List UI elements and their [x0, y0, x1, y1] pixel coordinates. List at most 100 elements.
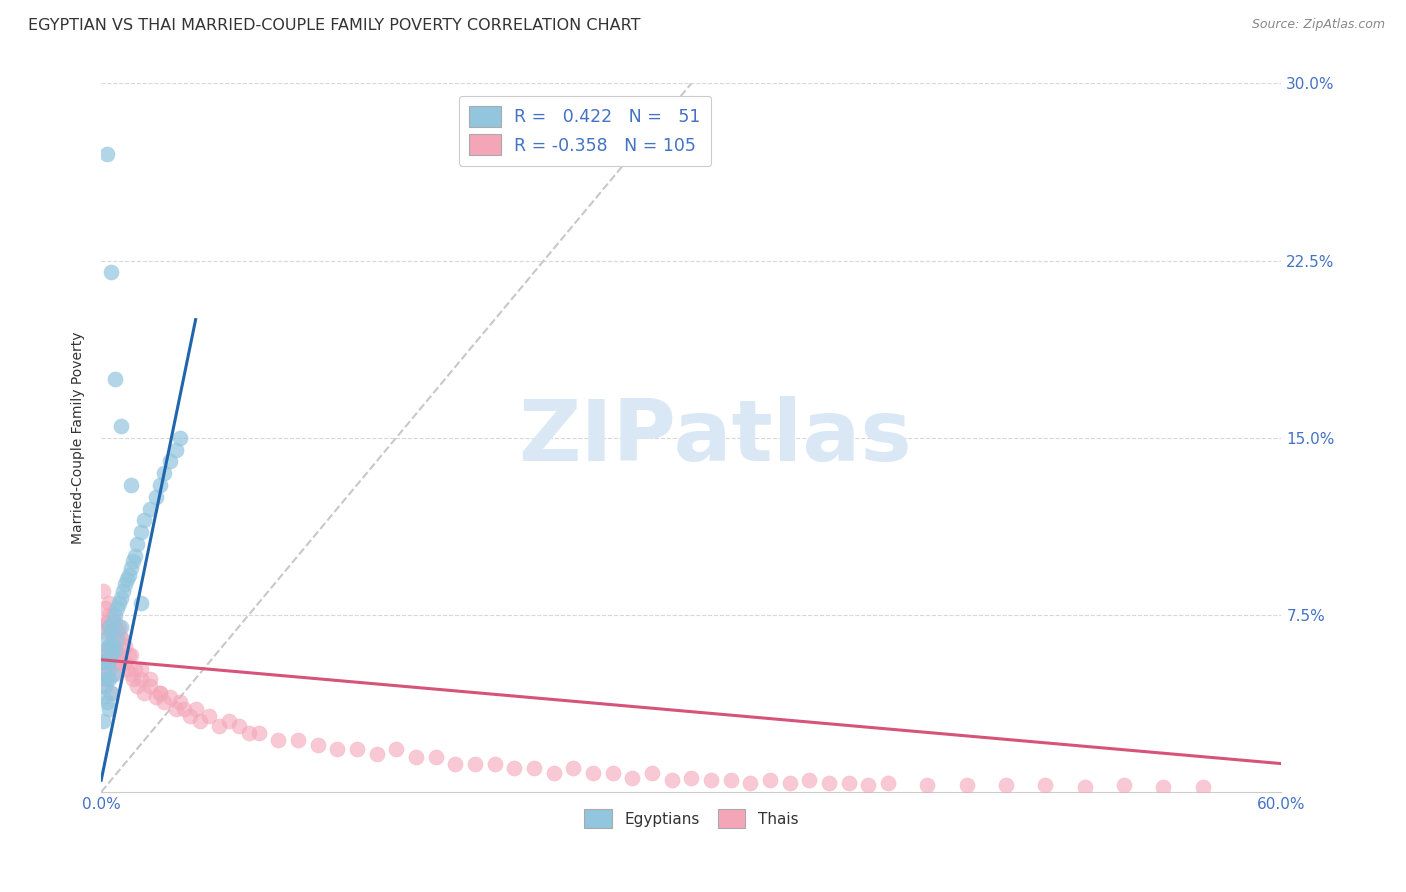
- Point: [153, 695, 176, 709]
- Point: [145, 490, 167, 504]
- Point: [96, 666, 118, 681]
- Point: [96, 615, 118, 629]
- Point: [91, 714, 114, 728]
- Point: [98, 607, 121, 622]
- Point: [145, 690, 167, 705]
- Point: [114, 577, 136, 591]
- Point: [104, 615, 127, 629]
- Point: [96, 632, 118, 646]
- Point: [326, 742, 349, 756]
- Text: EGYPTIAN VS THAI MARRIED-COUPLE FAMILY POVERTY CORRELATION CHART: EGYPTIAN VS THAI MARRIED-COUPLE FAMILY P…: [28, 18, 641, 33]
- Point: [238, 726, 260, 740]
- Point: [173, 702, 195, 716]
- Point: [153, 466, 176, 480]
- Point: [208, 719, 231, 733]
- Point: [110, 655, 132, 669]
- Point: [799, 773, 821, 788]
- Point: [159, 690, 181, 705]
- Point: [94, 620, 117, 634]
- Point: [405, 749, 427, 764]
- Point: [98, 662, 121, 676]
- Point: [720, 773, 742, 788]
- Point: [94, 600, 117, 615]
- Y-axis label: Married-Couple Family Poverty: Married-Couple Family Poverty: [72, 332, 86, 544]
- Point: [124, 662, 146, 676]
- Point: [149, 478, 172, 492]
- Point: [110, 418, 132, 433]
- Point: [96, 615, 118, 629]
- Point: [115, 662, 138, 676]
- Point: [105, 600, 128, 615]
- Point: [105, 624, 128, 639]
- Point: [366, 747, 388, 761]
- Point: [681, 771, 703, 785]
- Point: [91, 624, 114, 639]
- Point: [98, 620, 121, 634]
- Point: [582, 766, 605, 780]
- Point: [1112, 778, 1135, 792]
- Point: [307, 738, 329, 752]
- Point: [346, 742, 368, 756]
- Point: [114, 639, 136, 653]
- Point: [101, 639, 124, 653]
- Point: [169, 431, 191, 445]
- Point: [134, 513, 156, 527]
- Text: ZIPatlas: ZIPatlas: [517, 396, 911, 479]
- Point: [91, 655, 114, 669]
- Point: [385, 742, 408, 756]
- Point: [108, 648, 131, 662]
- Point: [444, 756, 467, 771]
- Point: [218, 714, 240, 728]
- Point: [121, 553, 143, 567]
- Point: [129, 596, 152, 610]
- Point: [118, 567, 141, 582]
- Point: [100, 648, 122, 662]
- Point: [94, 679, 117, 693]
- Point: [94, 643, 117, 657]
- Point: [139, 672, 162, 686]
- Point: [120, 648, 142, 662]
- Point: [100, 648, 122, 662]
- Point: [120, 666, 142, 681]
- Point: [104, 607, 127, 622]
- Point: [247, 726, 270, 740]
- Point: [228, 719, 250, 733]
- Point: [100, 624, 122, 639]
- Point: [464, 756, 486, 771]
- Point: [759, 773, 782, 788]
- Point: [110, 632, 132, 646]
- Point: [1073, 780, 1095, 795]
- Point: [740, 775, 762, 789]
- Point: [129, 662, 152, 676]
- Point: [661, 773, 683, 788]
- Point: [91, 690, 114, 705]
- Point: [188, 714, 211, 728]
- Point: [523, 761, 546, 775]
- Point: [105, 632, 128, 646]
- Point: [139, 679, 162, 693]
- Point: [129, 525, 152, 540]
- Point: [838, 775, 860, 789]
- Point: [98, 639, 121, 653]
- Point: [104, 643, 127, 657]
- Point: [105, 624, 128, 639]
- Point: [169, 695, 191, 709]
- Point: [877, 775, 900, 789]
- Point: [267, 733, 290, 747]
- Point: [956, 778, 979, 792]
- Text: Source: ZipAtlas.com: Source: ZipAtlas.com: [1251, 18, 1385, 31]
- Point: [100, 624, 122, 639]
- Point: [543, 766, 565, 780]
- Point: [91, 584, 114, 599]
- Point: [159, 454, 181, 468]
- Point: [100, 686, 122, 700]
- Point: [118, 648, 141, 662]
- Point: [110, 591, 132, 606]
- Point: [139, 501, 162, 516]
- Point: [484, 756, 506, 771]
- Point: [96, 655, 118, 669]
- Point: [115, 573, 138, 587]
- Point: [94, 666, 117, 681]
- Point: [125, 537, 148, 551]
- Point: [101, 615, 124, 629]
